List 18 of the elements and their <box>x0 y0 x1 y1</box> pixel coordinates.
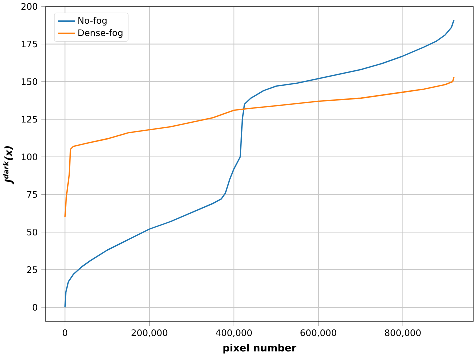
y-tick-label: 0 <box>32 304 38 311</box>
legend-label: Dense-fog <box>78 29 123 38</box>
legend-label: No-fog <box>78 17 107 26</box>
x-tick-label: 600,000 <box>300 330 336 338</box>
x-tick-label: 400,000 <box>216 330 252 338</box>
y-tick-label: 175 <box>22 40 38 48</box>
y-tick-label: 50 <box>27 228 38 236</box>
y-tick-label: 150 <box>22 78 38 86</box>
y-tick-label: 25 <box>27 266 38 274</box>
x-axis-title: pixel number <box>224 344 297 354</box>
x-tick-label: 0 <box>62 330 68 336</box>
y-tick-label: 200 <box>22 3 38 10</box>
y-tick-label: 125 <box>22 116 38 123</box>
y-tick-label: 75 <box>27 191 38 198</box>
y-tick-label: 100 <box>22 154 38 160</box>
x-tick-label: 200,000 <box>132 330 168 338</box>
y-axis-title: J$^{dark}$(x) <box>3 146 14 185</box>
x-tick-label: 800,000 <box>385 330 421 338</box>
